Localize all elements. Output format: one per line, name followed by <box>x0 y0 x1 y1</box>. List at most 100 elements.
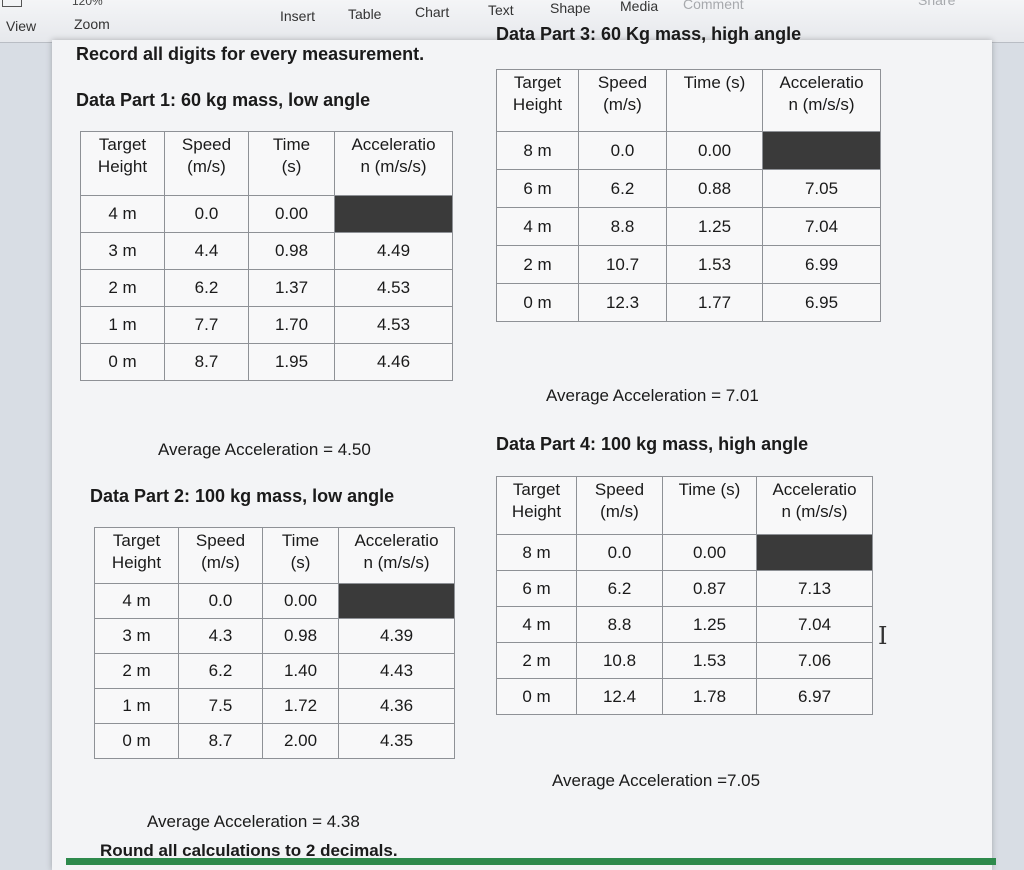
table-cell[interactable]: 4.35 <box>338 723 455 759</box>
table-cell[interactable]: 6.2 <box>164 269 249 307</box>
table-cell[interactable]: 7.13 <box>756 570 873 607</box>
table-row: 3 m 4.4 0.98 4.49 <box>80 232 453 270</box>
table-cell[interactable]: 1.53 <box>662 642 757 679</box>
table-cell[interactable]: 1 m <box>94 688 179 724</box>
table-cell[interactable]: 4.46 <box>334 343 453 381</box>
zoom-value[interactable]: 120% <box>72 0 103 8</box>
table-cell[interactable]: 7.5 <box>178 688 263 724</box>
table-cell[interactable]: 1 m <box>80 306 165 344</box>
table-cell[interactable]: 6 m <box>496 169 579 208</box>
table-cell[interactable]: 0 m <box>496 678 577 715</box>
table-cell[interactable]: 0.88 <box>666 169 763 208</box>
comment-button[interactable]: Comment <box>683 0 744 12</box>
table-cell[interactable]: 6.99 <box>762 245 881 284</box>
table-cell[interactable]: 7.04 <box>756 606 873 643</box>
table-cell[interactable]: 0.00 <box>662 534 757 571</box>
table-cell[interactable]: 0 m <box>94 723 179 759</box>
table-cell[interactable]: 4.43 <box>338 653 455 689</box>
shaded-cell[interactable] <box>334 195 453 233</box>
table-cell[interactable]: 0.00 <box>666 131 763 170</box>
table-cell[interactable]: 6.2 <box>178 653 263 689</box>
table-header-row: Target Height Speed (m/s) Time (s) Accelera… <box>80 131 453 196</box>
table-row: 1 m 7.7 1.70 4.53 <box>80 306 453 344</box>
table-row: 2 m 10.8 1.53 7.06 <box>496 642 873 679</box>
table-cell[interactable]: 1.95 <box>248 343 335 381</box>
table-cell[interactable]: 0.0 <box>576 534 663 571</box>
media-button[interactable]: Media <box>620 0 659 14</box>
table-cell[interactable]: 4.4 <box>164 232 249 270</box>
header-speed: Speed (m/s) <box>578 69 667 132</box>
table-cell[interactable]: 10.8 <box>576 642 663 679</box>
table-cell[interactable]: 6.2 <box>578 169 667 208</box>
table-cell[interactable]: 0.00 <box>262 583 339 619</box>
table-cell[interactable]: 1.70 <box>248 306 335 344</box>
table-cell[interactable]: 1.53 <box>666 245 763 284</box>
table-cell[interactable]: 2.00 <box>262 723 339 759</box>
shaded-cell[interactable] <box>756 534 873 571</box>
table-header-row: Target Height Speed (m/s) Time (s) Acceler… <box>496 476 873 535</box>
table-cell[interactable]: 10.7 <box>578 245 667 284</box>
table-cell[interactable]: 4.49 <box>334 232 453 270</box>
table-cell[interactable]: 6.2 <box>576 570 663 607</box>
table-cell[interactable]: 4.53 <box>334 269 453 307</box>
table-cell[interactable]: 4 m <box>496 207 579 246</box>
shaded-cell[interactable] <box>338 583 455 619</box>
table-cell[interactable]: 0.87 <box>662 570 757 607</box>
table-cell[interactable]: 0.98 <box>248 232 335 270</box>
view-button[interactable]: View <box>6 18 37 34</box>
table-cell[interactable]: 1.25 <box>666 207 763 246</box>
table-cell[interactable]: 1.25 <box>662 606 757 643</box>
table-cell[interactable]: 1.78 <box>662 678 757 715</box>
table-cell[interactable]: 4.3 <box>178 618 263 654</box>
table-button[interactable]: Table <box>348 6 382 22</box>
shape-button[interactable]: Shape <box>550 0 591 16</box>
table-cell[interactable]: 4.53 <box>334 306 453 344</box>
zoom-button[interactable]: Zoom <box>74 16 110 32</box>
table-cell[interactable]: 4 m <box>94 583 179 619</box>
table-cell[interactable]: 7.04 <box>762 207 881 246</box>
table-cell[interactable]: 12.3 <box>578 283 667 322</box>
table-cell[interactable]: 1.40 <box>262 653 339 689</box>
table-cell[interactable]: 8.8 <box>578 207 667 246</box>
table-cell[interactable]: 8 m <box>496 131 579 170</box>
table-cell[interactable]: 2 m <box>496 245 579 284</box>
table-cell[interactable]: 2 m <box>94 653 179 689</box>
table-header-row: Target Height Speed (m/s) Time (s) Acceler… <box>496 69 881 132</box>
table-cell[interactable]: 12.4 <box>576 678 663 715</box>
table-cell[interactable]: 8.7 <box>164 343 249 381</box>
shaded-cell[interactable] <box>762 131 881 170</box>
table-cell[interactable]: 3 m <box>94 618 179 654</box>
table-cell[interactable]: 8.7 <box>178 723 263 759</box>
table-cell[interactable]: 0.0 <box>578 131 667 170</box>
table-cell[interactable]: 1.72 <box>262 688 339 724</box>
table-cell[interactable]: 7.05 <box>762 169 881 208</box>
table-cell[interactable]: 1.37 <box>248 269 335 307</box>
table-cell[interactable]: 3 m <box>80 232 165 270</box>
table-cell[interactable]: 0.0 <box>164 195 249 233</box>
chart-button[interactable]: Chart <box>415 4 450 20</box>
table-cell[interactable]: 0 m <box>496 283 579 322</box>
table-cell[interactable]: 7.7 <box>164 306 249 344</box>
table-cell[interactable]: 4.39 <box>338 618 455 654</box>
table-cell[interactable]: 6.97 <box>756 678 873 715</box>
table-cell[interactable]: 6 m <box>496 570 577 607</box>
part3-title: Data Part 3: 60 Kg mass, high angle <box>496 24 802 44</box>
table-cell[interactable]: 1.77 <box>666 283 763 322</box>
table-cell[interactable]: 6.95 <box>762 283 881 322</box>
table-cell[interactable]: 4 m <box>496 606 577 643</box>
table-cell[interactable]: 0.98 <box>262 618 339 654</box>
table-cell[interactable]: 0.00 <box>248 195 335 233</box>
insert-button[interactable]: Insert <box>280 8 316 24</box>
table-cell[interactable]: 7.06 <box>756 642 873 679</box>
table-cell[interactable]: 2 m <box>80 269 165 307</box>
table-cell[interactable]: 2 m <box>496 642 577 679</box>
table-cell[interactable]: 4.36 <box>338 688 455 724</box>
table-cell[interactable]: 4 m <box>80 195 165 233</box>
header-acceleration: Acceleratio n (m/s/s) <box>762 69 881 132</box>
text-button[interactable]: Text <box>488 2 514 18</box>
share-button[interactable]: Share <box>918 0 956 8</box>
table-cell[interactable]: 0 m <box>80 343 165 381</box>
table-cell[interactable]: 8 m <box>496 534 577 571</box>
table-cell[interactable]: 0.0 <box>178 583 263 619</box>
table-cell[interactable]: 8.8 <box>576 606 663 643</box>
